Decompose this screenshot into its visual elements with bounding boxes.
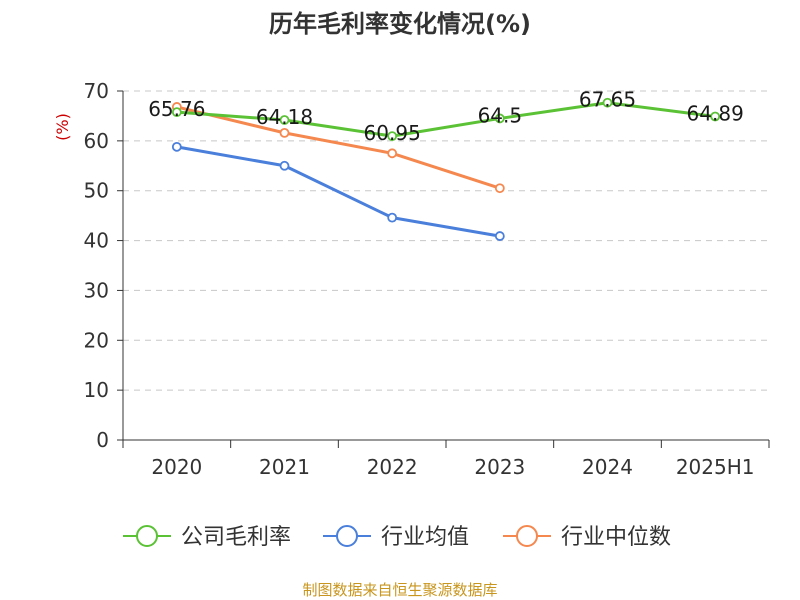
x-tick-label: 2024: [582, 455, 633, 479]
data-point: [387, 212, 398, 223]
x-tick-label: 2022: [367, 455, 418, 479]
series-1: [171, 141, 505, 241]
data-point: [710, 111, 721, 122]
data-label: 67.65: [579, 88, 636, 112]
x-tick-label: 2023: [474, 455, 525, 479]
data-point: [387, 148, 398, 159]
y-tick-label: 40: [84, 229, 109, 253]
data-point: [602, 97, 613, 108]
data-point: [171, 107, 182, 118]
data-label: 64.89: [687, 101, 744, 125]
y-tick-label: 20: [84, 328, 109, 352]
series-line: [176, 101, 716, 138]
y-tick-label: 70: [84, 79, 109, 103]
legend-label: 行业中位数: [561, 525, 671, 550]
x-tick-labels: 2020 2021 2022 2023 2024 2025H1: [151, 455, 754, 479]
data-point: [279, 127, 290, 138]
legend-label: 行业均值: [381, 525, 469, 550]
data-label: 60.95: [364, 121, 421, 145]
grid-lines: [123, 90, 769, 391]
x-tick-label: 2025H1: [676, 455, 755, 479]
y-tick-labels: 0 10 20 30 40 50 60 70: [84, 79, 109, 452]
legend-item-0[interactable]: 公司毛利率: [123, 525, 291, 550]
source-note: 制图数据来自恒生聚源数据库: [302, 581, 497, 599]
series-0: [171, 97, 721, 142]
data-point: [387, 131, 398, 142]
legend-label: 公司毛利率: [181, 525, 291, 550]
data-label: 64.5: [478, 103, 523, 127]
x-tick-label: 2020: [151, 455, 202, 479]
series-line: [176, 105, 501, 190]
series-group: [171, 97, 721, 241]
data-point: [171, 141, 182, 152]
y-tick-label: 50: [84, 179, 109, 203]
chart-title: 历年毛利率变化情况(%): [269, 10, 531, 38]
legend-marker: [136, 525, 158, 547]
y-tick-label: 30: [84, 278, 109, 302]
y-tick-label: 10: [84, 378, 109, 402]
data-point: [279, 160, 290, 171]
legend-item-1[interactable]: 行业均值: [323, 525, 469, 550]
x-tick-label: 2021: [259, 455, 310, 479]
data-point: [494, 113, 505, 124]
data-label: 65.76: [148, 97, 205, 121]
y-tick-label: 0: [96, 428, 109, 452]
data-point: [494, 183, 505, 194]
y-axis-label: (%): [53, 113, 72, 141]
data-point: [494, 231, 505, 241]
y-tick-label: 60: [84, 129, 109, 153]
series-line: [176, 145, 501, 238]
legend-marker: [336, 525, 358, 547]
data-label: 64.18: [256, 105, 313, 129]
legend[interactable]: 公司毛利率 行业均值 行业中位数: [123, 525, 671, 550]
legend-item-2[interactable]: 行业中位数: [503, 525, 671, 550]
data-labels: 65.76 64.18 60.95 64.5 67.65 64.89: [148, 88, 744, 145]
data-point: [279, 115, 290, 125]
legend-marker: [516, 525, 538, 547]
axes: [117, 90, 770, 448]
